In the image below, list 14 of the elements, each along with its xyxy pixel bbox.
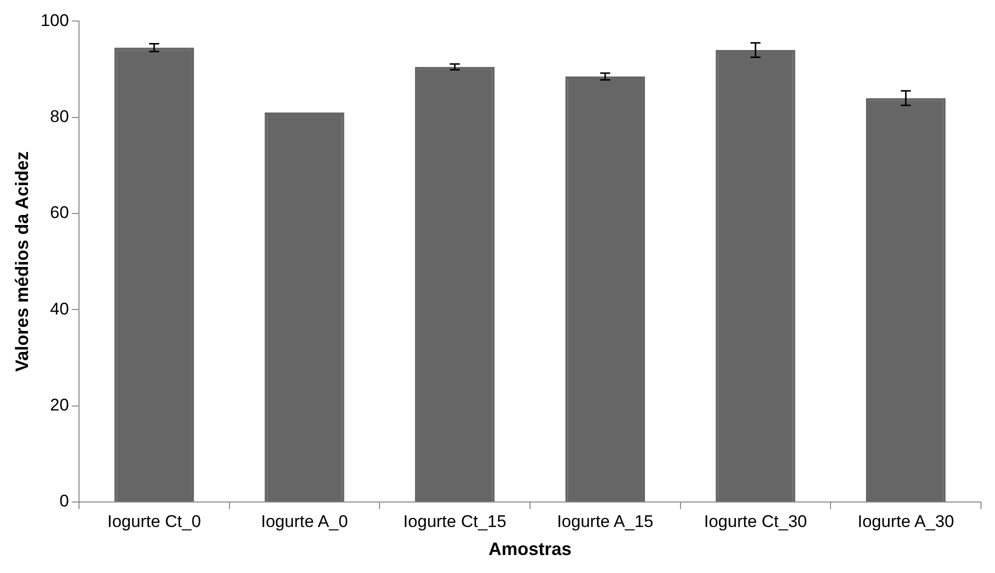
x-tick-label: Iogurte A_30	[858, 512, 954, 531]
y-tick-label: 0	[59, 492, 69, 511]
x-axis-title: Amostras	[488, 539, 572, 560]
x-tick-label: Iogurte A_15	[556, 512, 654, 531]
x-tick-label: Iogurte Ct_15	[403, 512, 506, 531]
y-tick-label: 100	[40, 10, 69, 30]
y-tick-label: 20	[50, 396, 69, 415]
x-tick-label: Iogurte Ct_30	[704, 512, 807, 531]
y-tick-label: 60	[50, 203, 69, 222]
y-tick-label: 40	[50, 299, 69, 318]
x-tick-label: Iogurte Ct_0	[107, 512, 201, 531]
y-tick-label: 80	[50, 107, 69, 126]
x-tick-label: Iogurte A_0	[260, 512, 348, 531]
y-axis-title: Valores médios da Acidez	[12, 151, 32, 372]
